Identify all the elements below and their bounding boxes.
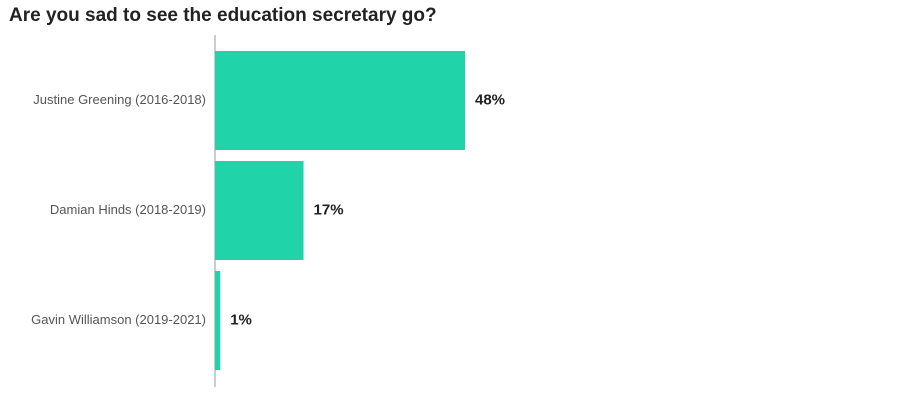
value-label: 17% — [314, 201, 344, 218]
category-label: Justine Greening (2016-2018) — [33, 92, 206, 107]
bar — [215, 51, 465, 150]
bar — [215, 271, 221, 370]
bar — [215, 161, 304, 260]
category-label: Gavin Williamson (2019-2021) — [31, 312, 206, 327]
chart-title: Are you sad to see the education secreta… — [9, 5, 437, 26]
value-label: 48% — [475, 91, 505, 108]
value-label: 1% — [230, 311, 252, 328]
category-label: Damian Hinds (2018-2019) — [50, 202, 206, 217]
